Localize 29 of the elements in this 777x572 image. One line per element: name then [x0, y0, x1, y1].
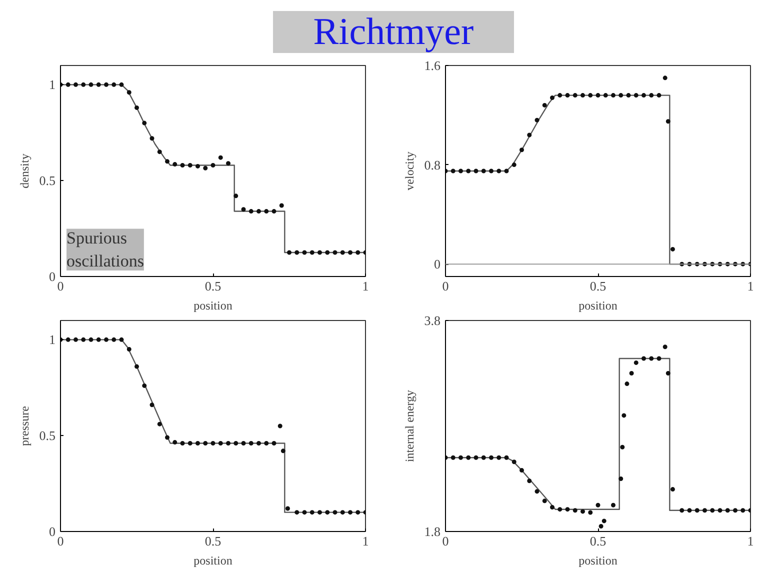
y-axis-title: pressure: [17, 406, 32, 446]
x-tick-label: 1: [362, 534, 369, 548]
x-axis-title: position: [194, 298, 232, 312]
x-tick-label: 1: [362, 278, 369, 294]
chart-title: Richtmyer: [273, 11, 514, 53]
x-axis-title: position: [194, 554, 232, 568]
x-tick-label: 1: [747, 534, 754, 548]
x-axis-title: position: [578, 298, 618, 312]
y-tick-label: 1: [49, 332, 56, 348]
y-tick-label: 0: [434, 256, 440, 272]
x-tick-label: 0.5: [590, 278, 606, 294]
x-tick-label: 1: [747, 278, 754, 294]
y-tick-label: 0: [49, 524, 56, 539]
x-tick-label: 0.5: [204, 534, 222, 548]
y-tick-label: 0.8: [424, 157, 440, 172]
y-tick-label: 0: [49, 269, 56, 284]
y-tick-label: 1.6: [424, 58, 441, 73]
y-axis-title: internal energy: [402, 390, 416, 462]
annotation: Spurious oscillations: [66, 228, 144, 270]
y-tick-label: 0.5: [39, 173, 56, 188]
y-axis-title: density: [17, 154, 32, 188]
x-tick-label: 0.5: [590, 534, 606, 548]
y-tick-label: 3.8: [424, 313, 440, 328]
y-tick-label: 0.5: [39, 428, 56, 444]
x-tick-label: 0.5: [204, 278, 222, 294]
x-axis-title: position: [578, 554, 618, 568]
y-tick-label: 1: [49, 77, 56, 92]
y-axis-title: velocity: [402, 152, 416, 190]
y-tick-label: 1.8: [424, 524, 440, 539]
